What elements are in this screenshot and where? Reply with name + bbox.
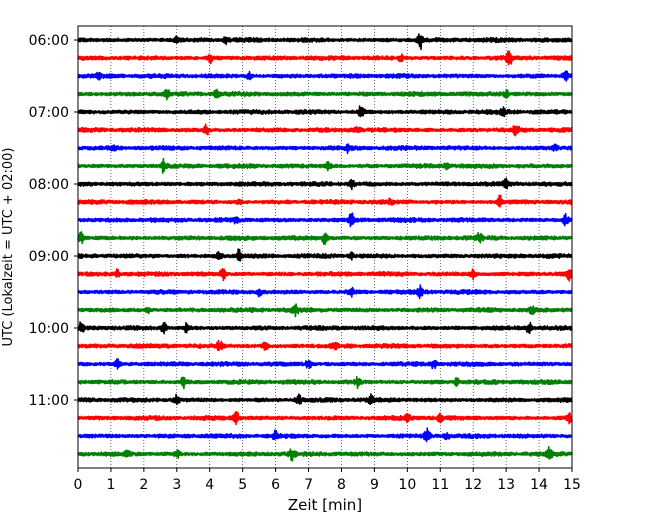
x-tick-label: 3 — [172, 477, 181, 493]
y-tick-label: 07:00 — [29, 105, 69, 121]
y-tick-label: 11:00 — [29, 393, 69, 409]
y-tick-label: 08:00 — [29, 177, 69, 193]
plot-frame — [77, 25, 573, 469]
trace-line — [77, 33, 573, 51]
trace-line — [77, 303, 573, 318]
trace-line — [77, 231, 573, 246]
trace-line — [77, 339, 573, 352]
trace-line — [77, 88, 573, 101]
trace-line — [77, 157, 573, 174]
x-tick-label: 9 — [370, 477, 379, 493]
x-tick-label: 7 — [304, 477, 313, 493]
trace-line — [77, 248, 573, 262]
x-tick-label: 4 — [205, 477, 214, 493]
x-tick-label: 5 — [238, 477, 247, 493]
trace-line — [77, 358, 573, 370]
y-tick-label: 10:00 — [29, 321, 69, 337]
trace-line — [77, 70, 573, 82]
x-axis-ticks: 0 1 2 3 4 5 6 7 8 9 10 11 12 13 14 15 — [74, 468, 581, 493]
trace-line — [77, 393, 573, 406]
trace-line — [77, 268, 573, 282]
x-tick-label: 15 — [563, 477, 581, 493]
y-axis-title: UTC (Lokalzeit = UTC + 02:00) — [1, 148, 16, 347]
trace-line — [77, 375, 573, 390]
trace-line — [77, 177, 573, 191]
trace-line — [77, 194, 573, 208]
trace-line — [77, 143, 573, 155]
x-tick-label: 11 — [431, 477, 449, 493]
x-tick-label: 6 — [271, 477, 280, 493]
trace-line — [77, 50, 573, 66]
y-axis-ticks: 06:00 07:00 08:00 09:00 10:00 11:00 — [29, 33, 78, 409]
trace-line — [77, 284, 573, 300]
x-axis-title: Zeit [min] — [288, 496, 362, 514]
x-tick-label: 0 — [74, 477, 83, 493]
trace-line — [77, 411, 573, 426]
x-tick-label: 1 — [106, 477, 115, 493]
x-tick-label: 14 — [530, 477, 548, 493]
trace-line — [77, 123, 573, 137]
trace-line — [77, 445, 573, 462]
x-tick-label: 12 — [464, 477, 482, 493]
x-tick-label: 8 — [337, 477, 346, 493]
seismic-traces — [77, 33, 573, 462]
y-tick-label: 09:00 — [29, 249, 69, 265]
x-tick-label: 10 — [398, 477, 416, 493]
x-tick-label: 13 — [497, 477, 515, 493]
trace-line — [77, 212, 573, 228]
trace-line — [77, 105, 573, 118]
trace-line — [77, 427, 573, 443]
trace-line — [77, 321, 573, 335]
y-tick-label: 06:00 — [29, 33, 69, 49]
x-tick-label: 2 — [139, 477, 148, 493]
